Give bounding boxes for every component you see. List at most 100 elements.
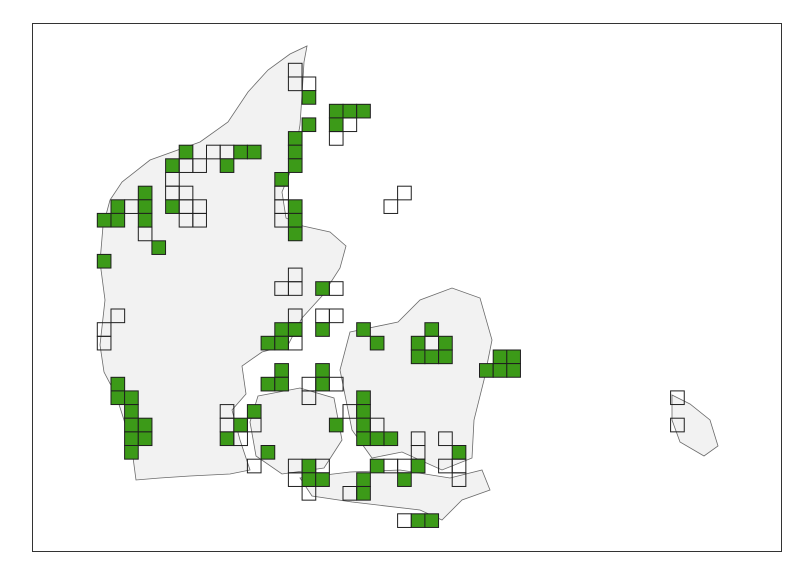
grid-cell-recorded bbox=[96, 253, 112, 269]
grid-cell-surveyed bbox=[192, 158, 207, 173]
map-frame bbox=[32, 23, 782, 552]
grid-cell-recorded bbox=[479, 363, 494, 378]
grid-cell-recorded bbox=[287, 322, 303, 337]
grid-cell-surveyed bbox=[246, 458, 262, 474]
grid-cell-recorded bbox=[492, 349, 508, 365]
grid-cell-recorded bbox=[424, 349, 440, 365]
grid-cell-recorded bbox=[137, 199, 153, 214]
grid-cell-recorded bbox=[124, 445, 139, 460]
grid-cell-recorded bbox=[110, 390, 126, 406]
grid-cell-recorded bbox=[342, 103, 358, 119]
grid-cell-recorded bbox=[301, 90, 317, 105]
grid-cell-recorded bbox=[124, 417, 139, 433]
grid-cell-surveyed bbox=[397, 513, 412, 528]
grid-cell-recorded bbox=[110, 376, 126, 392]
grid-cell-recorded bbox=[369, 431, 385, 447]
grid-cell-surveyed bbox=[342, 117, 358, 133]
grid-cell-surveyed bbox=[383, 199, 399, 214]
grid-cell-recorded bbox=[137, 431, 153, 447]
grid-cell-recorded bbox=[287, 199, 303, 214]
grid-cell-recorded bbox=[315, 322, 330, 337]
grid-cell-recorded bbox=[356, 486, 371, 501]
grid-cell-surveyed bbox=[328, 376, 344, 392]
grid-cell-recorded bbox=[274, 322, 289, 337]
grid-cell-recorded bbox=[274, 376, 289, 392]
grid-cell-recorded bbox=[424, 513, 440, 528]
grid-cell-recorded bbox=[506, 363, 521, 378]
grid-cell-recorded bbox=[356, 417, 371, 433]
grid-cell-surveyed bbox=[96, 335, 112, 351]
grid-cell-recorded bbox=[260, 445, 276, 460]
grid-cell-recorded bbox=[328, 417, 344, 433]
grid-cell-recorded bbox=[315, 472, 330, 487]
grid-cell-recorded bbox=[124, 431, 139, 447]
grid-cell-layer bbox=[96, 62, 685, 528]
grid-cell-recorded bbox=[165, 158, 180, 173]
grid-cell-recorded bbox=[274, 363, 289, 378]
grid-cell-surveyed bbox=[301, 76, 317, 92]
grid-cell-recorded bbox=[137, 212, 153, 228]
lolland-falster-landmass bbox=[299, 469, 491, 521]
grid-cell-surveyed bbox=[287, 281, 303, 296]
grid-cell-surveyed bbox=[670, 417, 685, 433]
grid-cell-recorded bbox=[424, 322, 440, 337]
zealand-landmass bbox=[339, 287, 493, 471]
grid-cell-surveyed bbox=[328, 131, 344, 146]
grid-cell-recorded bbox=[410, 458, 426, 474]
grid-cell-recorded bbox=[137, 185, 153, 201]
grid-cell-recorded bbox=[287, 226, 303, 242]
grid-cell-recorded bbox=[315, 363, 330, 378]
grid-cell-recorded bbox=[287, 131, 303, 146]
grid-cell-recorded bbox=[110, 199, 126, 214]
grid-cell-recorded bbox=[301, 458, 317, 474]
grid-cell-recorded bbox=[438, 349, 453, 365]
grid-cell-recorded bbox=[287, 158, 303, 173]
grid-cell-recorded bbox=[315, 376, 330, 392]
grid-cell-recorded bbox=[219, 431, 235, 447]
grid-cell-recorded bbox=[246, 404, 262, 419]
grid-cell-recorded bbox=[369, 335, 385, 351]
grid-cell-recorded bbox=[151, 240, 167, 255]
grid-cell-recorded bbox=[492, 363, 508, 378]
grid-cell-surveyed bbox=[328, 308, 344, 324]
grid-cell-surveyed bbox=[301, 390, 317, 406]
grid-cell-recorded bbox=[219, 158, 235, 173]
grid-cell-surveyed bbox=[124, 199, 139, 214]
grid-cell-recorded bbox=[356, 322, 371, 337]
grid-cell-recorded bbox=[356, 404, 371, 419]
grid-cell-surveyed bbox=[397, 185, 412, 201]
grid-cell-surveyed bbox=[315, 308, 330, 324]
grid-cell-recorded bbox=[260, 376, 276, 392]
grid-cell-recorded bbox=[506, 349, 521, 365]
grid-cell-recorded bbox=[410, 349, 426, 365]
grid-cell-recorded bbox=[233, 144, 248, 160]
grid-cell-recorded bbox=[178, 144, 194, 160]
grid-cell-surveyed bbox=[246, 417, 262, 433]
grid-cell-recorded bbox=[165, 199, 180, 214]
grid-cell-recorded bbox=[328, 103, 344, 119]
grid-cell-surveyed bbox=[233, 431, 248, 447]
grid-cell-recorded bbox=[274, 335, 289, 351]
grid-cell-surveyed bbox=[110, 308, 126, 324]
grid-cell-surveyed bbox=[670, 390, 685, 406]
grid-cell-surveyed bbox=[137, 226, 153, 242]
grid-cell-recorded bbox=[260, 335, 276, 351]
grid-cell-surveyed bbox=[301, 486, 317, 501]
grid-cell-recorded bbox=[438, 335, 453, 351]
grid-cell-surveyed bbox=[451, 472, 467, 487]
grid-cell-recorded bbox=[397, 472, 412, 487]
grid-cell-surveyed bbox=[328, 281, 344, 296]
grid-cell-recorded bbox=[137, 417, 153, 433]
grid-cell-recorded bbox=[301, 472, 317, 487]
grid-cell-recorded bbox=[410, 513, 426, 528]
grid-cell-recorded bbox=[96, 212, 112, 228]
grid-cell-recorded bbox=[315, 281, 330, 296]
grid-cell-surveyed bbox=[192, 212, 207, 228]
grid-cell-recorded bbox=[287, 212, 303, 228]
grid-cell-recorded bbox=[246, 144, 262, 160]
grid-cell-recorded bbox=[356, 390, 371, 406]
grid-cell-recorded bbox=[233, 417, 248, 433]
grid-cell-recorded bbox=[124, 404, 139, 419]
grid-cell-recorded bbox=[383, 431, 399, 447]
